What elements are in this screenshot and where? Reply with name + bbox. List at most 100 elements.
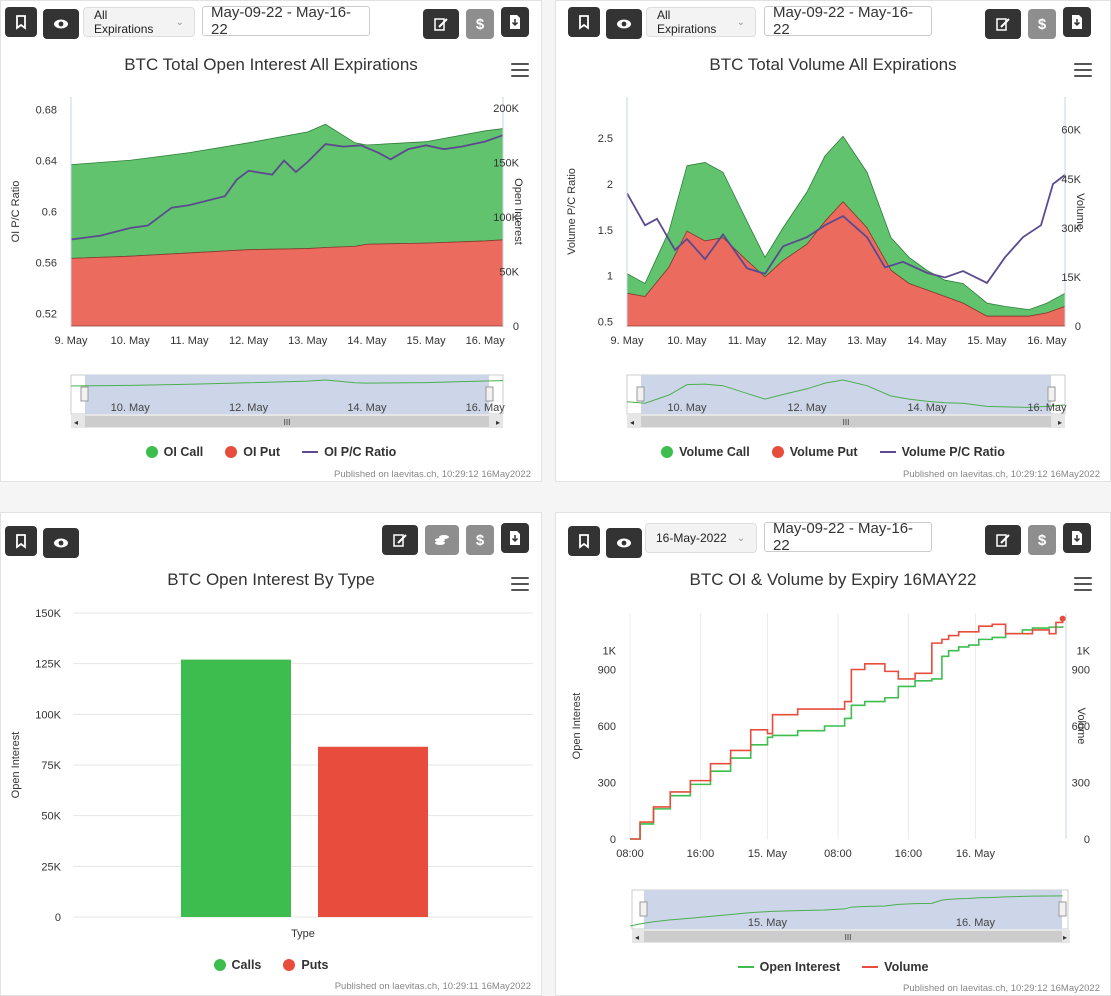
edit-button[interactable] xyxy=(985,525,1021,555)
eye-button[interactable] xyxy=(43,9,79,39)
published-note: Published on laevitas.ch, 10:29:12 16May… xyxy=(903,469,1100,480)
bookmark-button[interactable] xyxy=(5,7,37,37)
y2-tick-label: 300 xyxy=(1072,778,1090,790)
scrollbar-thumb xyxy=(644,931,1062,942)
download-button[interactable] xyxy=(1063,7,1091,37)
legend-oi-put[interactable]: OI Put xyxy=(225,445,280,459)
published-time: 10:29:12 16May2022 xyxy=(1010,469,1100,480)
y-tick-label: 25K xyxy=(41,861,61,873)
legend-puts[interactable]: Puts xyxy=(283,958,328,972)
legend-oi-pc-ratio[interactable]: OI P/C Ratio xyxy=(302,445,396,459)
navigator-handle-right xyxy=(1047,386,1056,402)
legend-open-interest[interactable]: Open Interest xyxy=(737,960,840,974)
eye-button[interactable] xyxy=(606,9,642,39)
navigator-tick-label: 14. May xyxy=(347,402,387,414)
x-tick-label: 9. May xyxy=(54,335,88,347)
download-icon xyxy=(510,531,520,545)
oi-volume-by-expiry-chart: 08:00 16:00 15. May 08:00 16:00 16. May 0 300 60… xyxy=(571,613,1091,943)
bookmark-icon xyxy=(579,15,589,30)
y-tick-label: 100K xyxy=(35,709,61,721)
expiry-select[interactable]: 16-May-2022 ⌄ xyxy=(645,523,757,553)
menu-icon[interactable] xyxy=(1074,63,1092,77)
dollar-button[interactable]: $ xyxy=(466,9,494,39)
y-tick-label: 0.52 xyxy=(36,308,57,320)
x-tick-label: 08:00 xyxy=(616,848,644,860)
legend-volume-pc-ratio[interactable]: Volume P/C Ratio xyxy=(879,445,1005,459)
legend-label: OI Call xyxy=(163,445,204,459)
eye-button[interactable] xyxy=(43,528,79,558)
dollar-button[interactable]: $ xyxy=(1028,9,1056,39)
scrollbar-thumb xyxy=(641,416,1051,427)
edit-icon xyxy=(996,534,1010,547)
legend-label: Calls xyxy=(231,958,262,972)
y-tick-label: 1.5 xyxy=(598,225,613,237)
volume-end-marker xyxy=(1059,615,1066,622)
bookmark-button[interactable] xyxy=(5,526,37,556)
coins-button[interactable] xyxy=(425,525,459,555)
bookmark-icon xyxy=(16,534,26,549)
y2-tick-label: 150K xyxy=(493,157,519,169)
legend-oi-call[interactable]: OI Call xyxy=(145,445,204,459)
bookmark-icon xyxy=(16,15,26,30)
published-prefix: Published on laevitas.ch, xyxy=(334,981,440,992)
y-tick-label: 50K xyxy=(41,811,61,823)
legend-volume-call[interactable]: Volume Call xyxy=(661,445,750,459)
scrollbar-grip-icon: III xyxy=(845,933,852,942)
edit-button[interactable] xyxy=(382,525,418,555)
eye-button[interactable] xyxy=(606,528,642,558)
edit-button[interactable] xyxy=(985,9,1021,39)
bar-calls xyxy=(181,659,291,917)
edit-button[interactable] xyxy=(423,9,459,39)
menu-icon[interactable] xyxy=(1074,577,1092,591)
dollar-button[interactable]: $ xyxy=(1028,525,1056,555)
y2-tick-label: 0 xyxy=(1075,321,1081,333)
navigator-series xyxy=(629,895,1063,927)
x-tick-label: 16. May xyxy=(956,848,996,860)
navigator-handle-left xyxy=(636,386,645,402)
download-button[interactable] xyxy=(501,7,529,37)
y-tick-label: 0 xyxy=(610,834,616,846)
series-ratio-line xyxy=(626,174,1066,285)
volume-all-expirations-chart: 9. May 10. May 11. May 12. May 13. May 14. Ma… xyxy=(566,97,1086,428)
navigator-tick-label: 12. May xyxy=(229,402,269,414)
legend-volume-put[interactable]: Volume Put xyxy=(771,445,858,459)
date-range-input[interactable]: May-09-22 - May-16-22 xyxy=(764,520,932,554)
menu-icon[interactable] xyxy=(511,63,529,77)
x-tick-label: 10. May xyxy=(667,335,707,347)
edit-icon xyxy=(393,534,407,547)
x-tick-label: 16. May xyxy=(1027,335,1067,347)
download-icon xyxy=(510,15,520,29)
published-time: 10:29:11 16May2022 xyxy=(442,981,531,992)
y-tick-label: 75K xyxy=(41,760,61,772)
chart-title: BTC Total Volume All Expirations xyxy=(709,55,957,74)
y-tick-label: 150K xyxy=(35,608,61,620)
download-button[interactable] xyxy=(1063,523,1091,553)
oi-all-expirations-chart: 9. May 10. May 11. May 12. May 13. May 14. Ma… xyxy=(10,97,524,428)
scroll-left-icon: ◂ xyxy=(630,418,634,427)
navigator-tick-label: 16. May xyxy=(956,917,996,929)
x-tick-label: 15. May xyxy=(406,335,446,347)
bookmark-button[interactable] xyxy=(568,7,600,37)
scroll-left-icon: ◂ xyxy=(635,933,639,942)
chart-legend: Open Interest Volume xyxy=(556,960,1110,974)
y-tick-label: 900 xyxy=(598,665,616,677)
legend-volume[interactable]: Volume xyxy=(862,960,928,974)
legend-calls[interactable]: Calls xyxy=(213,958,262,972)
x-tick-label: 16. May xyxy=(466,335,506,347)
expiry-select[interactable]: All Expirations ⌄ xyxy=(646,7,756,37)
dollar-button[interactable]: $ xyxy=(466,525,494,555)
y2-axis-title: Volume xyxy=(1075,708,1087,745)
y-tick-label: 1K xyxy=(603,646,617,658)
bookmark-button[interactable] xyxy=(568,526,600,556)
navigator-tick-label: 12. May xyxy=(787,402,827,414)
navigator-range xyxy=(641,375,1051,414)
eye-icon xyxy=(54,538,68,548)
date-range-input[interactable]: May-09-22 - May-16-22 xyxy=(764,4,932,38)
y2-tick-label: 45K xyxy=(1061,174,1081,186)
menu-icon[interactable] xyxy=(511,577,529,591)
download-button[interactable] xyxy=(501,523,529,553)
expiry-select[interactable]: All Expirations ⌄ xyxy=(83,7,195,37)
date-range-input[interactable]: May-09-22 - May-16-22 xyxy=(202,4,370,38)
navigator-handle-left xyxy=(80,386,89,402)
expiry-select-value: 16-May-2022 xyxy=(656,531,727,545)
